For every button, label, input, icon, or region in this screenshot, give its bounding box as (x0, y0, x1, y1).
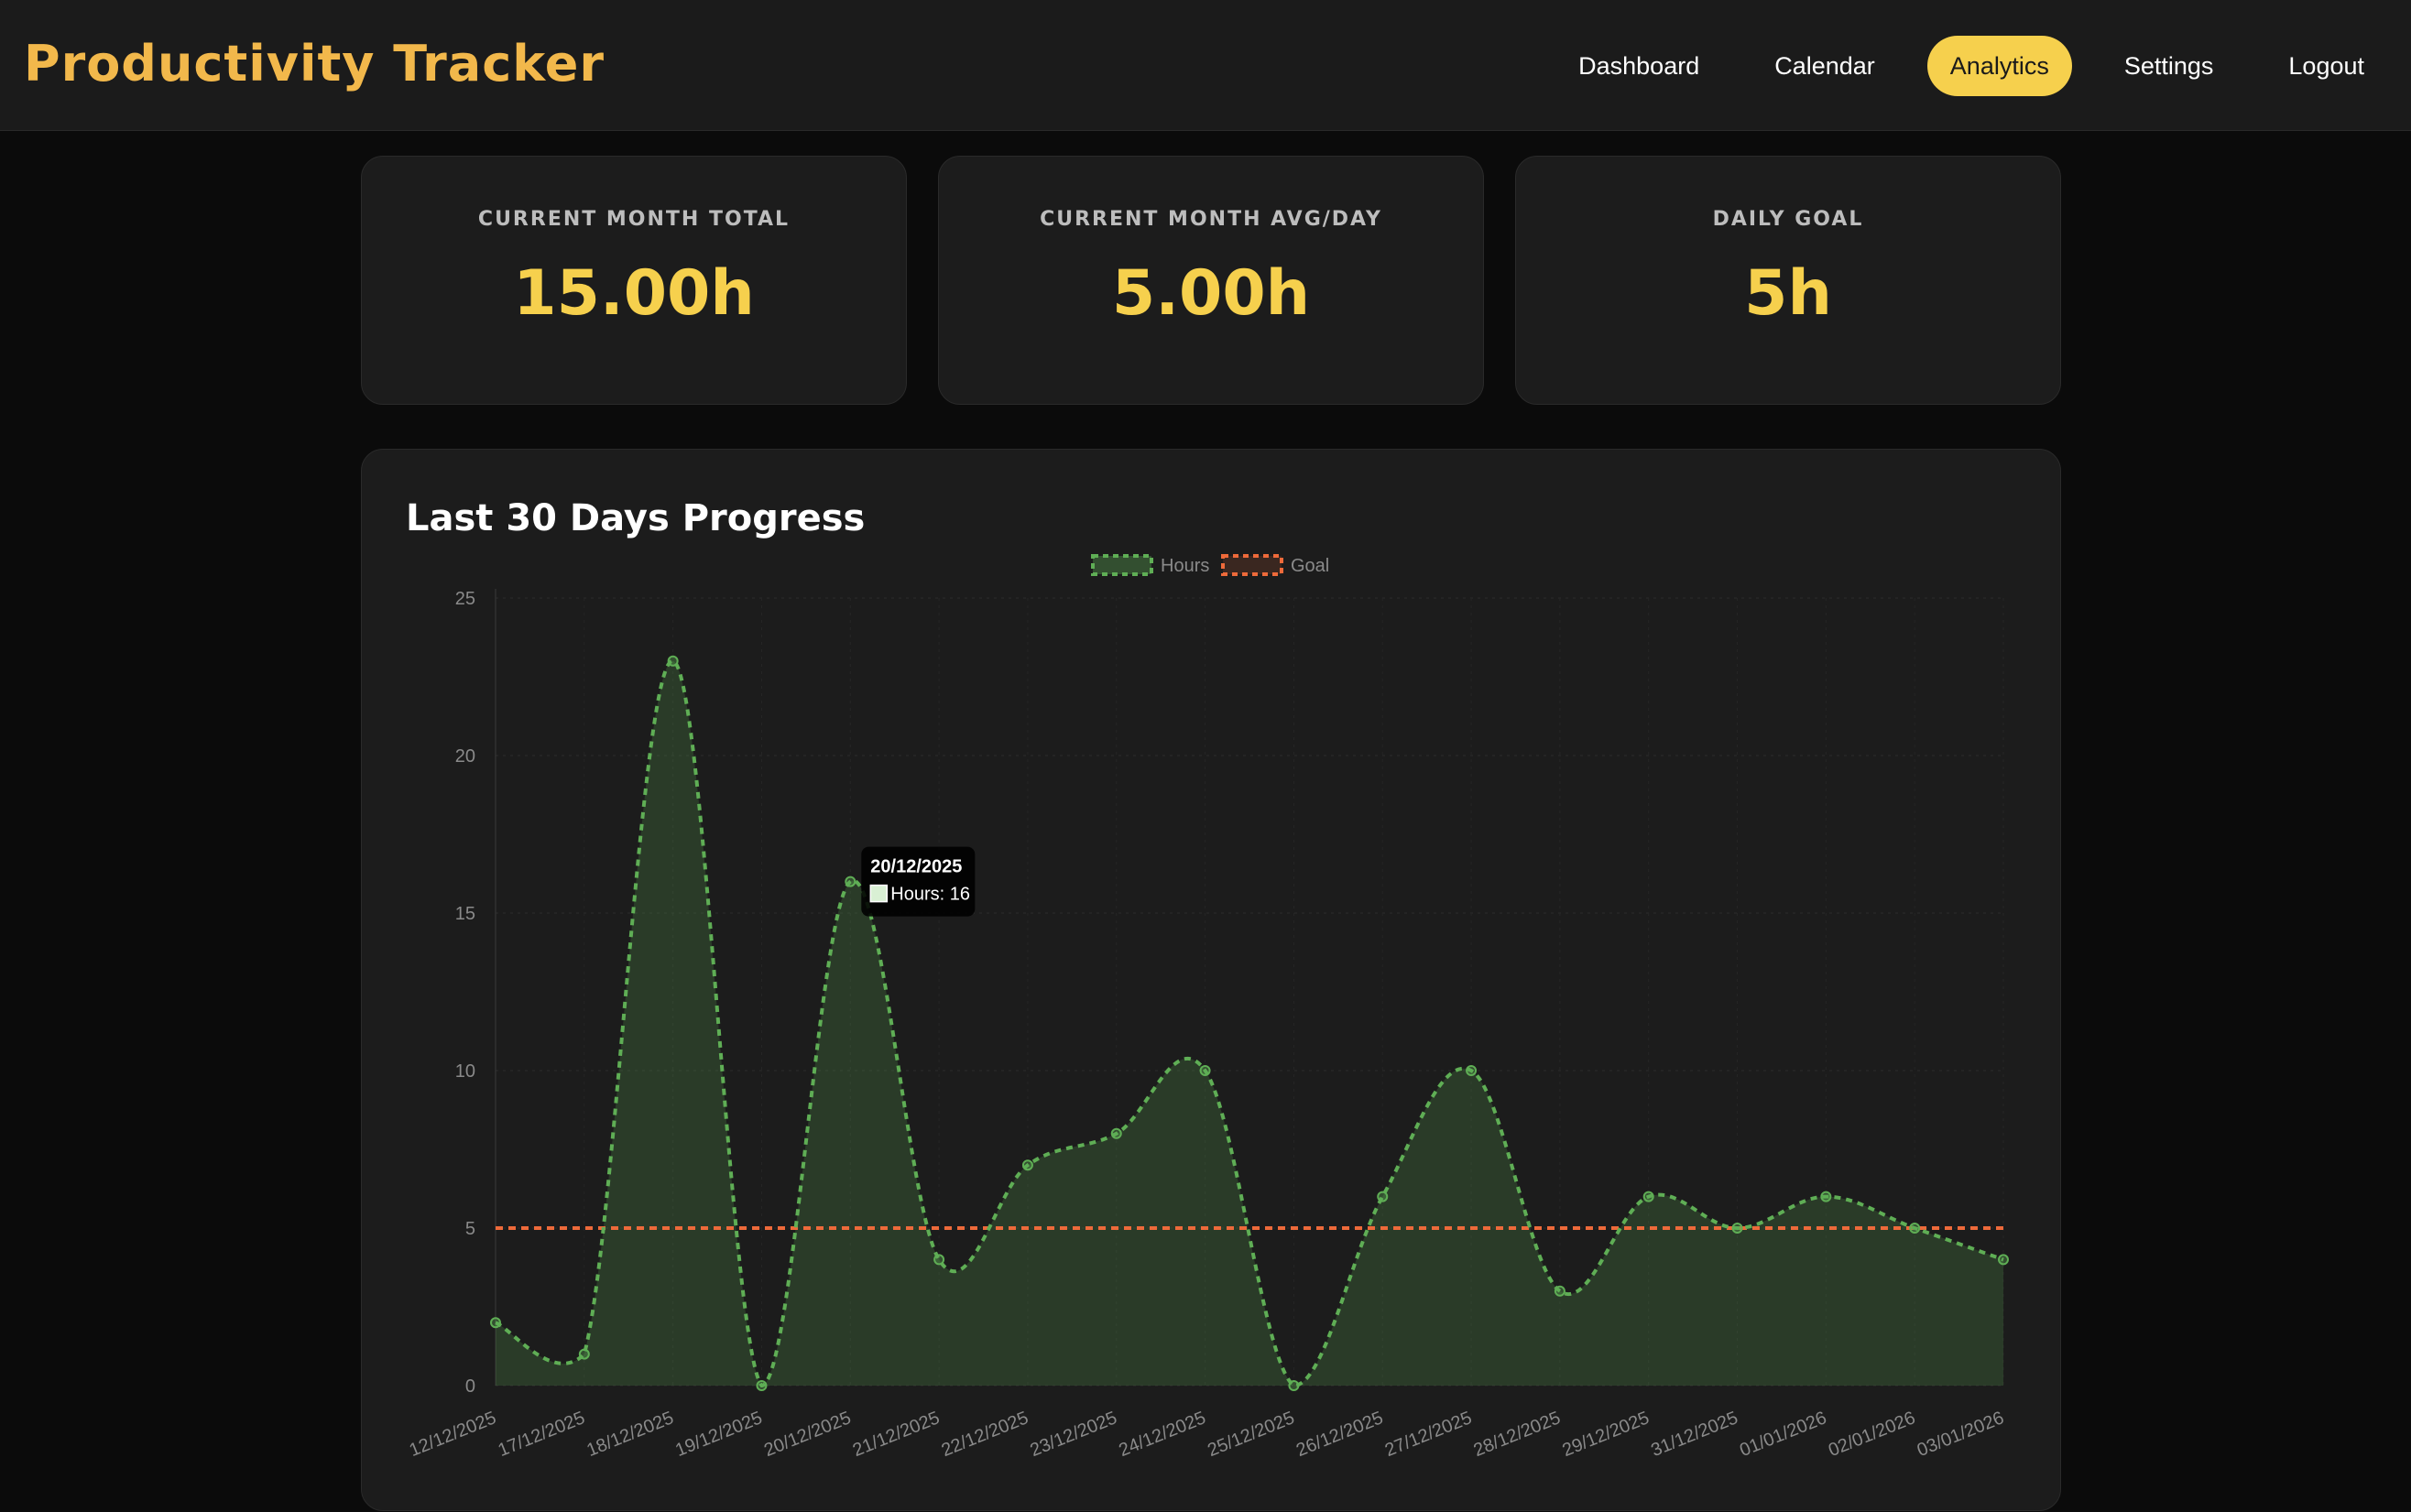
stat-card-month-avg: CURRENT MONTH AVG/DAY 5.00h (938, 156, 1484, 405)
hours-line (495, 658, 2004, 1388)
y-tick-label: 25 (455, 589, 475, 609)
x-tick-label: 24/12/2025 (1116, 1408, 1208, 1461)
hours-point (1998, 1254, 2009, 1266)
x-tick-label: 01/01/2026 (1737, 1408, 1829, 1461)
legend-swatch-goal (1221, 554, 1283, 576)
stat-value: 5h (1744, 257, 1832, 330)
x-tick-label: 21/12/2025 (850, 1408, 943, 1461)
x-tick-label: 23/12/2025 (1028, 1408, 1120, 1461)
stat-label: CURRENT MONTH AVG/DAY (1040, 208, 1382, 231)
hours-point (933, 1254, 945, 1266)
legend-label-goal: Goal (1291, 556, 1329, 576)
hours-point (845, 876, 856, 887)
x-tick-label: 28/12/2025 (1471, 1408, 1564, 1461)
stat-value: 15.00h (513, 257, 755, 330)
x-tick-label: 17/12/2025 (496, 1408, 588, 1461)
legend-label-hours: Hours (1161, 556, 1209, 576)
x-tick-label: 02/01/2026 (1826, 1408, 1918, 1461)
y-tick-label: 0 (465, 1376, 475, 1397)
x-tick-label: 31/12/2025 (1648, 1408, 1740, 1461)
hours-point (1110, 1127, 1122, 1139)
app-header: Productivity Tracker Dashboard Calendar … (0, 0, 2411, 131)
y-tick-label: 5 (465, 1219, 475, 1239)
tooltip-swatch (869, 884, 889, 903)
x-tick-label: 03/01/2026 (1915, 1408, 2007, 1461)
stat-value: 5.00h (1111, 257, 1311, 330)
hours-point (490, 1317, 501, 1329)
stat-card-daily-goal: DAILY GOAL 5h (1515, 156, 2061, 405)
chart-title: Last 30 Days Progress (406, 497, 866, 539)
x-tick-label: 22/12/2025 (939, 1408, 1031, 1461)
hours-point (1288, 1380, 1300, 1391)
x-tick-label: 29/12/2025 (1560, 1408, 1653, 1461)
stat-card-month-total: CURRENT MONTH TOTAL 15.00h (361, 156, 907, 405)
nav-logout[interactable]: Logout (2288, 52, 2364, 80)
nav-settings[interactable]: Settings (2123, 52, 2214, 80)
y-tick-label: 15 (455, 904, 475, 924)
x-tick-label: 25/12/2025 (1205, 1408, 1297, 1461)
hours-point (1909, 1223, 1921, 1234)
x-tick-label: 19/12/2025 (672, 1408, 765, 1461)
tooltip-body: Hours: 16 (890, 885, 970, 905)
hours-point (578, 1348, 590, 1360)
app-title: Productivity Tracker (24, 35, 605, 92)
x-tick-label: 27/12/2025 (1382, 1408, 1475, 1461)
x-tick-label: 26/12/2025 (1293, 1408, 1386, 1461)
nav-dashboard[interactable]: Dashboard (1578, 52, 1700, 80)
hours-point (1642, 1191, 1654, 1202)
progress-chart[interactable]: 0 5 10 15 20 25 12/12/202517/12/202518/12/2025… (362, 450, 2062, 1512)
x-tick-label: 18/12/2025 (584, 1408, 676, 1461)
y-tick-label: 10 (455, 1061, 475, 1082)
hours-point (1199, 1065, 1211, 1076)
y-tick-label: 20 (455, 746, 475, 767)
nav-calendar[interactable]: Calendar (1774, 52, 1875, 80)
x-tick-label: 12/12/2025 (407, 1408, 499, 1461)
hours-point (1466, 1065, 1478, 1076)
stat-label: DAILY GOAL (1712, 208, 1864, 231)
x-tick-label: 20/12/2025 (761, 1408, 854, 1461)
hours-point (1021, 1159, 1033, 1171)
hours-point (756, 1380, 768, 1391)
main-nav: Dashboard Calendar Analytics Settings Lo… (1555, 35, 2411, 97)
hours-area (496, 660, 2003, 1386)
hours-point (1554, 1285, 1566, 1297)
hours-point (1731, 1223, 1743, 1234)
chart-card: Last 30 Days Progress 0 5 10 15 20 25 12/12/20… (361, 449, 2061, 1511)
nav-analytics[interactable]: Analytics (1926, 36, 2072, 96)
hours-point (1377, 1191, 1389, 1202)
hours-point (1820, 1191, 1832, 1202)
legend-swatch-hours (1091, 554, 1153, 576)
tooltip-box (861, 846, 976, 917)
tooltip-title: 20/12/2025 (870, 857, 962, 877)
stat-label: CURRENT MONTH TOTAL (477, 208, 791, 231)
hours-point (667, 655, 679, 667)
